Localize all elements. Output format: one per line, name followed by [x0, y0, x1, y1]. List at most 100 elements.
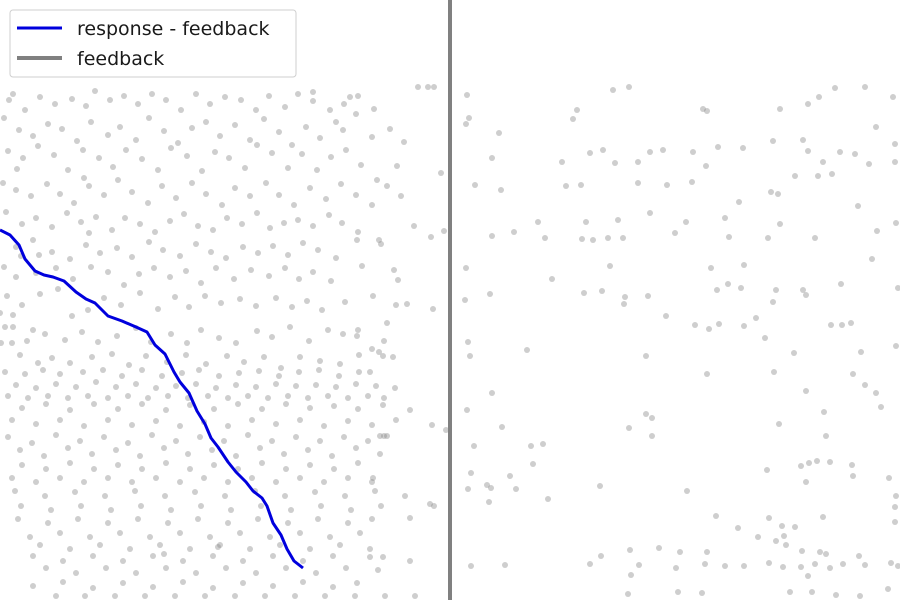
scatter-point	[401, 139, 407, 145]
scatter-point	[33, 385, 39, 391]
scatter-point	[370, 293, 376, 299]
scatter-point	[168, 145, 174, 151]
scatter-point	[610, 87, 616, 93]
scatter-point	[178, 107, 184, 113]
scatter-point	[45, 393, 51, 399]
scatter-point	[706, 326, 712, 332]
scatter-point	[105, 132, 111, 138]
scatter-point	[425, 84, 431, 90]
scatter-point	[177, 253, 183, 259]
scatter-point	[714, 287, 720, 293]
scatter-point	[193, 381, 199, 387]
scatter-point	[247, 193, 253, 199]
scatter-point	[341, 101, 347, 107]
scatter-point	[333, 119, 339, 125]
scatter-point	[22, 371, 28, 377]
scatter-point	[590, 237, 596, 243]
scatter-point	[319, 307, 325, 313]
scatter-point	[222, 493, 228, 499]
scatter-point	[120, 558, 126, 564]
scatter-point	[777, 106, 783, 112]
scatter-point	[35, 143, 41, 149]
scatter-point	[240, 244, 246, 250]
scatter-point	[180, 579, 186, 585]
scatter-point	[393, 417, 399, 423]
scatter-point	[218, 300, 224, 306]
scatter-point	[443, 427, 449, 433]
scatter-point	[167, 218, 173, 224]
scatter-point	[189, 180, 195, 186]
scatter-point	[267, 225, 273, 231]
scatter-point	[51, 152, 57, 158]
scatter-point	[165, 393, 171, 399]
scatter-point	[113, 447, 119, 453]
scatter-point	[381, 395, 387, 401]
scatter-point	[119, 373, 125, 379]
scatter-point	[72, 489, 78, 495]
scatter-point	[305, 395, 311, 401]
scatter-point	[677, 549, 683, 555]
scatter-point	[612, 160, 618, 166]
scatter-point	[295, 91, 301, 97]
scatter-point	[507, 473, 513, 479]
scatter-point	[112, 593, 118, 599]
scatter-point	[798, 463, 804, 469]
scatter-point	[369, 479, 375, 485]
scatter-point	[781, 533, 787, 539]
scatter-point	[189, 125, 195, 131]
scatter-point	[664, 182, 670, 188]
scatter-point	[310, 223, 316, 229]
scatter-point	[755, 534, 761, 540]
scatter-point	[224, 215, 230, 221]
scatter-point	[91, 401, 97, 407]
scatter-point	[49, 355, 55, 361]
scatter-point	[487, 291, 493, 297]
scatter-point	[329, 453, 335, 459]
scatter-point	[146, 239, 152, 245]
scatter-point	[267, 534, 273, 540]
scatter-point	[615, 217, 621, 223]
scatter-point	[101, 434, 107, 440]
scatter-point	[225, 423, 231, 429]
scatter-point	[387, 126, 393, 132]
scatter-point	[117, 530, 123, 536]
scatter-point	[105, 475, 111, 481]
scatter-point	[798, 564, 804, 570]
scatter-point	[5, 148, 11, 154]
scatter-point	[345, 418, 351, 424]
scatter-point	[129, 254, 135, 260]
scatter-point	[283, 565, 289, 571]
scatter-point	[3, 209, 9, 215]
scatter-point	[173, 383, 179, 389]
scatter-point	[429, 422, 435, 428]
scatter-point	[85, 393, 91, 399]
scatter-point	[109, 351, 115, 357]
scatter-point	[886, 475, 892, 481]
scatter-point	[579, 236, 585, 242]
scatter-point	[254, 142, 260, 148]
scatter-point	[93, 379, 99, 385]
scatter-point	[549, 276, 555, 282]
scatter-point	[815, 173, 821, 179]
scatter-point	[198, 503, 204, 509]
scatter-point	[43, 565, 49, 571]
scatter-point	[259, 406, 265, 412]
scatter-point	[327, 107, 333, 113]
scatter-point	[87, 534, 93, 540]
scatter-point	[45, 520, 51, 526]
scatter-point	[97, 542, 103, 548]
scatter-point	[513, 486, 519, 492]
scatter-point	[157, 542, 163, 548]
scatter-point	[288, 507, 294, 513]
scatter-point	[1, 264, 7, 270]
scatter-point	[107, 97, 113, 103]
scatter-point	[376, 349, 382, 355]
scatter-point	[873, 390, 879, 396]
scatter-point	[528, 443, 534, 449]
scatter-point	[137, 290, 143, 296]
scatter-point	[738, 285, 744, 291]
scatter-point	[201, 475, 207, 481]
scatter-point	[48, 507, 54, 513]
scatter-point	[317, 358, 323, 364]
scatter-point	[262, 593, 268, 599]
